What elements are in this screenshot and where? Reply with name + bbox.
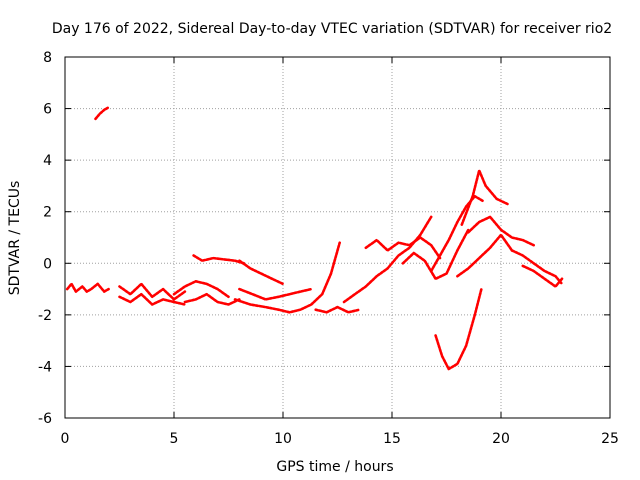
series-arc-20 xyxy=(510,249,564,286)
y-tick-label: 0 xyxy=(43,256,52,272)
y-tick-label: -6 xyxy=(38,411,52,427)
x-tick-label: 5 xyxy=(170,431,179,447)
series-arc-10 xyxy=(233,241,342,314)
y-grid xyxy=(65,108,610,367)
x-grid xyxy=(173,57,502,418)
series-arc-6 xyxy=(183,292,241,306)
plot-frame xyxy=(64,56,611,419)
series-arc-1 xyxy=(94,106,110,121)
series-arc-17 xyxy=(460,169,509,226)
series-arc-3 xyxy=(118,282,187,301)
x-tick-label: 20 xyxy=(492,431,510,447)
series-arc-9 xyxy=(238,287,313,301)
series-arc-18 xyxy=(456,233,514,278)
series-arc-16 xyxy=(434,287,483,371)
y-tick-label: -2 xyxy=(38,308,52,324)
series-layer xyxy=(65,106,564,371)
y-tick-label: 4 xyxy=(43,153,52,169)
y-tick-label: 8 xyxy=(43,50,52,66)
series-arc-12 xyxy=(342,215,433,304)
y-axis-label: SDTVAR / TECUs xyxy=(7,181,23,296)
series-arc-19 xyxy=(466,215,536,247)
x-tick-label: 0 xyxy=(61,431,70,447)
y-ticks: -6 -4 -2 0 2 4 6 8 xyxy=(38,50,610,427)
series-arc-14 xyxy=(401,228,470,281)
x-tick-label: 25 xyxy=(601,431,619,447)
x-axis-label: GPS time / hours xyxy=(276,459,393,475)
series-arc-2 xyxy=(65,282,110,293)
series-arc-4 xyxy=(118,292,187,306)
x-tick-label: 15 xyxy=(383,431,401,447)
series-arc-8 xyxy=(238,259,285,286)
chart-title: Day 176 of 2022, Sidereal Day-to-day VTE… xyxy=(52,21,612,37)
series-arc-7 xyxy=(192,254,246,265)
series-arc-13 xyxy=(364,236,442,260)
series-arc-5 xyxy=(172,279,230,299)
y-tick-label: -4 xyxy=(38,359,52,375)
series-arc-11 xyxy=(314,305,361,314)
x-tick-label: 10 xyxy=(274,431,292,447)
x-ticks: 0 5 10 15 20 25 xyxy=(61,57,619,447)
series-arc-15 xyxy=(429,194,485,273)
series-arc-21 xyxy=(521,264,564,288)
y-tick-label: 2 xyxy=(43,205,52,221)
y-tick-label: 6 xyxy=(43,102,52,118)
